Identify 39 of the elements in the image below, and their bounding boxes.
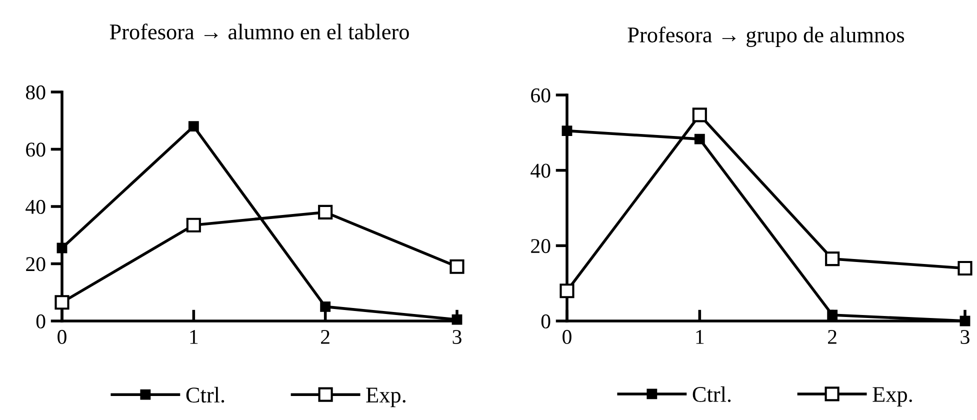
point [186,218,201,232]
y-tick-label: 20 [26,257,46,272]
y-tick-label: 60 [26,142,46,157]
x-tick-label: 2 [828,330,836,344]
y-tick-label: 0 [541,314,550,328]
legend-label: Exp. [872,387,912,406]
point [188,121,199,132]
y-tick-label: 40 [530,164,550,178]
y-tick-label: 60 [531,88,550,102]
x-tick-label: 1 [190,330,198,344]
chart-title: Profesora → grupo de alumnos [628,26,904,48]
x-tick-label: 3 [452,330,462,344]
chart-title: Profesora → alumno en el tablero [110,24,409,40]
legend-label: Ctrl. [692,386,731,402]
point [450,259,464,274]
legend-label: Ctrl. [186,386,224,403]
point [56,242,68,254]
y-tick-label: 80 [26,85,46,100]
point [694,134,705,144]
y-tick-label: 20 [531,239,550,254]
x-tick-label: 3 [960,330,970,344]
legend-label: Exp. [366,388,406,408]
x-tick-label: 0 [562,330,572,344]
x-tick-label: 2 [321,330,330,344]
point [827,310,838,320]
point [562,126,572,136]
y-tick-label: 40 [26,200,46,214]
point [54,295,70,310]
point [560,284,574,298]
point [825,252,840,266]
point [958,260,972,276]
point [318,204,333,220]
point [452,314,462,325]
point [960,316,970,326]
y-tick-label: 0 [36,314,46,328]
x-tick-label: 1 [696,330,704,344]
point [692,108,707,122]
point [320,301,331,312]
x-tick-label: 0 [58,330,66,344]
